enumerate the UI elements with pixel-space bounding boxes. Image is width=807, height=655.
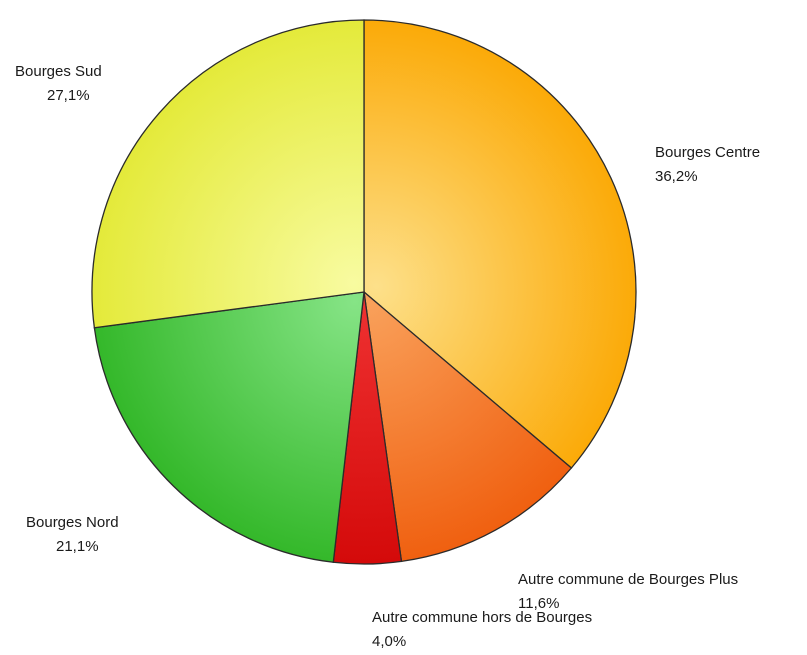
pie-slice-bourges-centre — [363, 19, 637, 469]
slice-percent-label: 4,0% — [372, 633, 406, 650]
slice-percent-label: 27,1% — [47, 87, 90, 104]
pie-slice-bourges-nord — [93, 291, 365, 563]
slice-label: Bourges Centre — [655, 144, 760, 161]
pie-slice-bourges-sud — [91, 19, 365, 329]
slice-percent-label: 21,1% — [56, 538, 99, 555]
slice-label: Bourges Nord — [26, 514, 119, 531]
slice-label: Bourges Sud — [15, 63, 102, 80]
pie-slice-autre-commune-de-bourges-plus — [363, 290, 573, 563]
slice-label: Autre commune de Bourges Plus — [518, 571, 738, 588]
slice-percent-label: 11,6% — [518, 595, 559, 612]
slice-label: Autre commune hors de Bourges — [372, 609, 592, 626]
pie-slices — [91, 19, 637, 565]
pie-labels: Bourges Centre 36,2% Autre commune de Bour… — [15, 63, 760, 650]
slice-percent-label: 36,2% — [655, 168, 698, 185]
